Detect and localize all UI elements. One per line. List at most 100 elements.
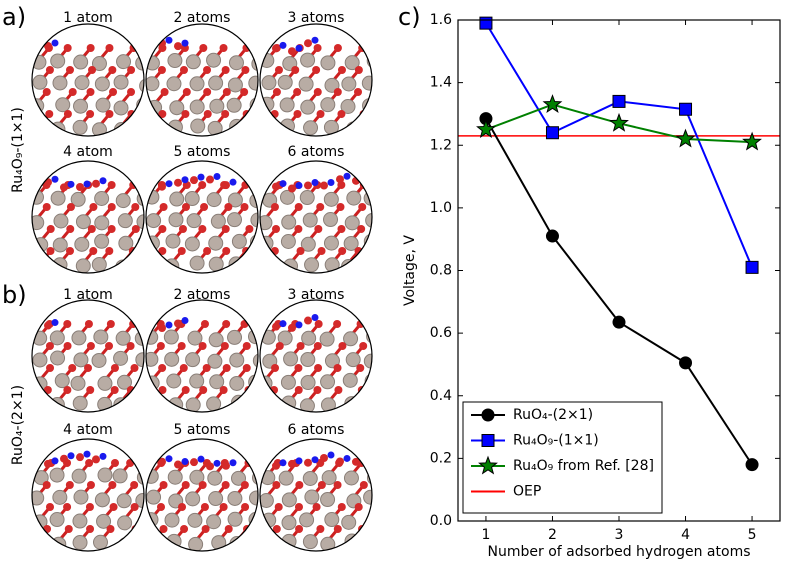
- caption: 5 atoms: [174, 144, 231, 160]
- ru-atom: [280, 233, 296, 249]
- o-atom: [130, 481, 139, 489]
- ru-atom: [319, 331, 335, 347]
- o-atom: [358, 203, 367, 211]
- o-atom: [198, 225, 207, 233]
- caption: 2 atoms: [174, 10, 231, 26]
- o-atom: [86, 481, 95, 489]
- ru-atom: [95, 97, 111, 113]
- o-atom: [178, 225, 187, 233]
- y-tick-label: 1.2: [430, 137, 452, 153]
- ru-atom: [94, 492, 110, 508]
- o-atom: [92, 455, 100, 464]
- ru-atom: [146, 76, 160, 92]
- ru-atom: [344, 55, 360, 71]
- o-atom: [177, 247, 186, 255]
- bond: [374, 48, 384, 60]
- o-atom: [272, 322, 280, 331]
- ru-atom: [136, 119, 144, 135]
- o-atom: [65, 481, 74, 489]
- ru-atom: [32, 490, 45, 506]
- marker: [745, 260, 759, 274]
- marker: [745, 458, 759, 472]
- bond: [374, 390, 384, 402]
- caption: 6 atoms: [288, 144, 345, 160]
- ru-atom: [302, 534, 318, 550]
- y-tick-label: 0.0: [430, 513, 452, 529]
- ru-atom: [229, 118, 245, 134]
- h-atom: [181, 458, 189, 466]
- h-atom: [197, 455, 205, 463]
- ru-atom: [185, 352, 201, 368]
- h-atom: [327, 179, 335, 187]
- o-atom: [109, 88, 118, 96]
- marker: [545, 126, 559, 140]
- ru-atom: [146, 395, 161, 411]
- bond: [369, 250, 372, 264]
- o-atom: [375, 66, 383, 74]
- h-atom: [83, 180, 91, 188]
- o-atom: [380, 320, 388, 328]
- ru-atom: [164, 512, 180, 528]
- o-atom: [377, 225, 385, 233]
- h-atom: [51, 319, 59, 327]
- o-atom: [275, 342, 284, 350]
- o-atom: [105, 247, 114, 255]
- o-atom: [131, 225, 140, 233]
- o-atom: [222, 461, 230, 470]
- h-atom: [99, 452, 107, 460]
- o-atom: [317, 247, 326, 255]
- ru-atom: [227, 329, 243, 345]
- o-atom: [84, 364, 93, 372]
- o-atom: [178, 503, 187, 511]
- ru-atom: [208, 75, 224, 91]
- ru-atom: [184, 236, 200, 252]
- o-atom: [294, 503, 303, 511]
- ru-atom: [186, 213, 202, 229]
- panel-label: b): [2, 281, 27, 309]
- ru-atom: [50, 190, 66, 206]
- o-atom: [181, 481, 190, 489]
- o-atom: [158, 386, 167, 394]
- ru-atom: [277, 330, 293, 346]
- ru-atom: [75, 214, 91, 230]
- caption: 3 atoms: [288, 10, 345, 26]
- o-atom: [272, 44, 280, 53]
- o-atom: [291, 66, 300, 74]
- ru-atom: [206, 396, 222, 412]
- ru-atom: [164, 351, 180, 367]
- o-atom: [354, 66, 363, 74]
- o-atom: [63, 342, 72, 350]
- h-atom: [67, 452, 75, 460]
- marker: [481, 434, 495, 447]
- o-atom: [156, 503, 165, 511]
- o-atom: [66, 247, 75, 255]
- o-atom: [42, 481, 51, 489]
- o-atom: [357, 225, 366, 233]
- h-atom: [311, 314, 319, 322]
- o-atom: [240, 481, 249, 489]
- h-atom: [343, 172, 351, 180]
- ru-atom: [168, 212, 184, 228]
- ru-atom: [93, 329, 109, 345]
- o-atom: [159, 203, 168, 211]
- ru-atom: [300, 375, 316, 391]
- ru-atom: [300, 52, 316, 68]
- o-atom: [44, 321, 52, 330]
- o-atom: [294, 386, 303, 394]
- y-tick-label: 1.0: [430, 200, 452, 216]
- ru-atom: [189, 469, 205, 485]
- o-atom: [219, 503, 228, 511]
- o-atom: [272, 225, 281, 233]
- h-atom: [279, 459, 287, 467]
- o-atom: [87, 225, 96, 233]
- h-atom: [311, 36, 319, 44]
- disc-outline: [259, 160, 373, 274]
- x-tick-label: 3: [615, 527, 624, 543]
- ru-atom: [341, 259, 357, 273]
- ru-atom: [342, 372, 358, 388]
- o-atom: [180, 525, 189, 533]
- x-axis-label: Number of adsorbed hydrogen atoms: [488, 544, 751, 560]
- o-atom: [380, 503, 388, 511]
- ru-atom: [73, 54, 89, 70]
- ru-atom: [321, 470, 337, 486]
